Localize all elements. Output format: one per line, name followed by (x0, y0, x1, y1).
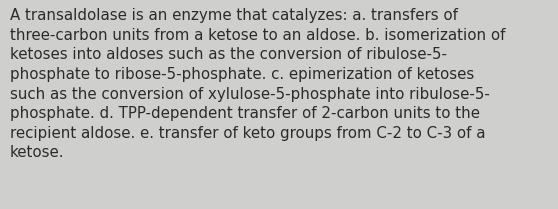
Text: A transaldolase is an enzyme that catalyzes: a. transfers of
three-carbon units : A transaldolase is an enzyme that cataly… (10, 8, 506, 160)
